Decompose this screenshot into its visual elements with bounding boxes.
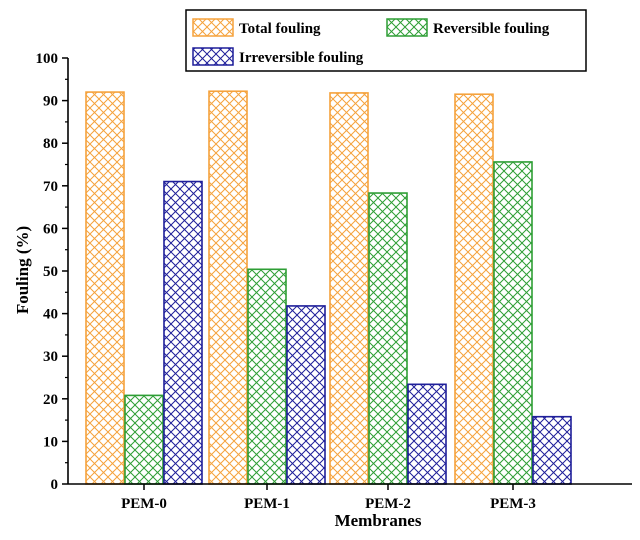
bar-pem-0-irreversible-fouling bbox=[163, 180, 203, 485]
bar-pem-0-reversible-fouling bbox=[124, 394, 164, 485]
legend-swatch bbox=[192, 47, 234, 66]
bar-pem-2-irreversible-fouling bbox=[407, 383, 447, 485]
bar-pem-2-reversible-fouling bbox=[368, 192, 408, 485]
y-tick-label: 70 bbox=[43, 179, 58, 195]
y-tick-label: 60 bbox=[43, 221, 58, 237]
y-tick-label: 10 bbox=[43, 434, 58, 450]
y-tick-label: 20 bbox=[43, 392, 58, 408]
y-tick-label: 30 bbox=[43, 349, 58, 365]
bar-pem-3-reversible-fouling bbox=[493, 161, 533, 485]
bar-pem-1-irreversible-fouling bbox=[286, 305, 326, 485]
bar-pem-3-irreversible-fouling bbox=[532, 415, 572, 485]
bar-pem-1-reversible-fouling bbox=[247, 268, 287, 485]
bars-layer bbox=[85, 90, 572, 485]
bar-pem-3-total-fouling bbox=[454, 93, 494, 485]
y-tick-label: 40 bbox=[43, 307, 58, 323]
bar-pem-1-total-fouling bbox=[208, 90, 248, 485]
x-tick-label: PEM-1 bbox=[244, 496, 290, 512]
legend-swatch bbox=[192, 18, 234, 37]
x-tick-label: PEM-2 bbox=[365, 496, 411, 512]
y-tick-label: 80 bbox=[43, 136, 58, 152]
x-tick-label: PEM-3 bbox=[490, 496, 536, 512]
bar-pem-0-total-fouling bbox=[85, 91, 125, 485]
axes-layer: 0 10 20 30 40 50 60 70 80 90 100 PEM-0 PEM-1 PEM-2 PEM… bbox=[36, 51, 632, 512]
y-axis-title: Fouling (%) bbox=[13, 226, 32, 314]
x-axis-title: Membranes bbox=[335, 511, 422, 530]
y-tick-label: 0 bbox=[51, 477, 59, 493]
legend: Total fouling Reversible fouling Irreversi… bbox=[185, 9, 587, 72]
bar-pem-2-total-fouling bbox=[329, 92, 369, 485]
y-tick-label: 50 bbox=[43, 264, 58, 280]
legend-label: Total fouling bbox=[239, 21, 321, 37]
x-tick-label: PEM-0 bbox=[121, 496, 167, 512]
y-tick-label: 90 bbox=[43, 94, 58, 110]
y-tick-label: 100 bbox=[36, 51, 59, 67]
legend-swatch bbox=[386, 18, 428, 37]
legend-label: Irreversible fouling bbox=[239, 50, 364, 66]
legend-box bbox=[185, 9, 587, 72]
legend-label: Reversible fouling bbox=[433, 21, 550, 37]
